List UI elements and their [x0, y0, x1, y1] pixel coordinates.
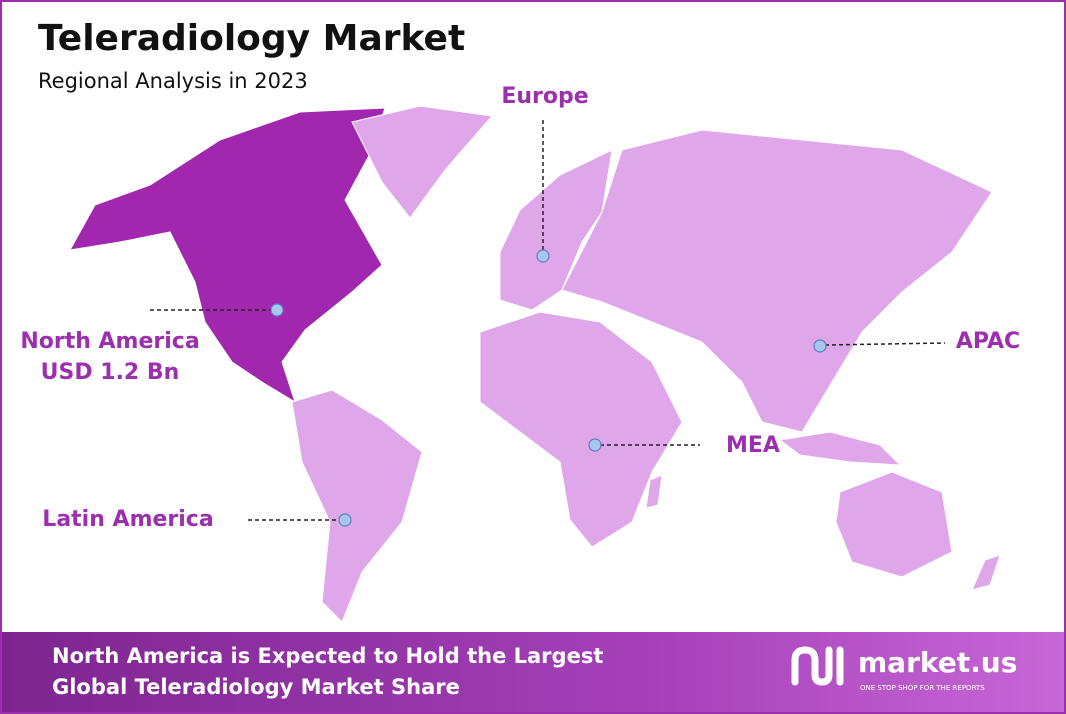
south-america: [291, 389, 423, 623]
subtitle: Regional Analysis in 2023: [38, 69, 308, 93]
region-label: Latin America: [42, 507, 213, 532]
marker: [536, 249, 550, 263]
asia: [561, 129, 993, 433]
new-zealand: [971, 554, 1001, 591]
leader-line: [824, 342, 946, 346]
logo-mark: [791, 646, 844, 686]
region-label: MEA: [726, 433, 780, 458]
leaders: [150, 120, 946, 527]
africa: [479, 311, 683, 548]
marker: [270, 303, 284, 317]
marker: [338, 513, 352, 527]
region-value: USD 1.2 Bn: [41, 360, 180, 385]
logo-tagline: ONE STOP SHOP FOR THE REPORTS: [860, 684, 985, 692]
footer-line: North America is Expected to Hold the La…: [52, 644, 603, 668]
marker: [588, 438, 602, 452]
title: Teleradiology Market: [38, 18, 465, 59]
australia: [835, 471, 953, 578]
footer-band: [2, 632, 1064, 712]
indonesia: [778, 431, 902, 466]
greenland: [351, 105, 493, 219]
region-label: APAC: [956, 329, 1020, 354]
north-america: [69, 107, 386, 404]
marker: [813, 339, 827, 353]
world-map: [69, 105, 1001, 623]
logo-name: market.us: [858, 646, 1017, 679]
footer-line: Global Teleradiology Market Share: [52, 675, 460, 699]
logo: market.us ONE STOP SHOP FOR THE REPORTS: [791, 646, 1017, 692]
region-label: Europe: [501, 84, 588, 109]
madagascar: [645, 474, 663, 509]
europe: [499, 149, 613, 311]
region-label: North America: [20, 329, 199, 354]
